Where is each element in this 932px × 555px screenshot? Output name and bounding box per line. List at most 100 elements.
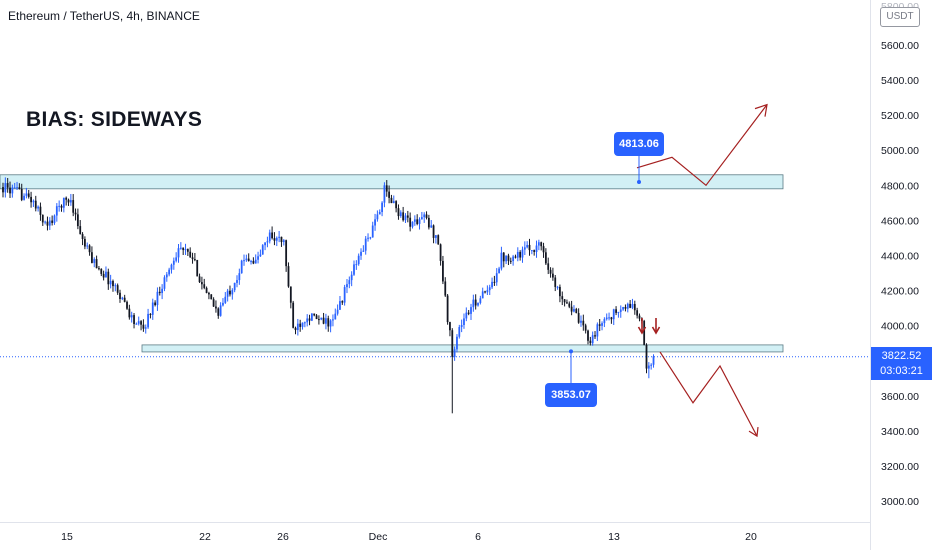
candle-body: [81, 234, 84, 239]
candle: [376, 210, 379, 222]
candle-body: [439, 244, 442, 261]
zones-layer: [0, 174, 784, 353]
candle-body: [201, 282, 203, 285]
candle-body: [556, 286, 559, 288]
lower-price-callout[interactable]: 3853.07: [545, 383, 597, 407]
candle-body: [147, 313, 149, 328]
candle-body: [601, 323, 603, 326]
candle: [458, 324, 461, 339]
candle-body: [577, 313, 580, 323]
candle-body: [299, 323, 302, 327]
candle: [23, 193, 25, 201]
candle: [236, 275, 238, 288]
candle-body: [598, 324, 601, 326]
bias-annotation[interactable]: BIAS: SIDEWAYS: [26, 108, 203, 131]
candle: [306, 314, 309, 327]
candle: [566, 299, 568, 304]
candle: [289, 286, 292, 309]
candle: [182, 247, 185, 256]
candle: [500, 246, 503, 271]
candle-countdown: 03:03:21: [880, 365, 923, 377]
candle-body: [500, 252, 503, 269]
symbol-title[interactable]: Ethereum / TetherUS, 4h, BINANCE: [8, 9, 200, 23]
candle-body: [121, 297, 124, 299]
price-tick-label: 5600.00: [881, 40, 919, 52]
candle-body: [4, 183, 7, 193]
candle-body: [11, 187, 14, 194]
candle-body: [215, 306, 217, 309]
candle: [86, 242, 89, 250]
candle: [233, 282, 236, 293]
candle-body: [322, 317, 325, 324]
candle: [442, 255, 444, 285]
candle: [456, 334, 458, 353]
candle-body: [261, 245, 264, 255]
candle: [332, 314, 334, 327]
candle-body: [278, 236, 281, 238]
candle: [215, 300, 217, 313]
price-tick-label: 5200.00: [881, 110, 919, 122]
candle-body: [474, 299, 477, 306]
candle-body: [69, 200, 72, 203]
currency-badge[interactable]: USDT: [880, 7, 920, 27]
candle: [46, 216, 49, 231]
candle-body: [287, 266, 290, 287]
candle-body: [566, 302, 568, 304]
candle: [460, 319, 463, 333]
down-arrow-head: [637, 326, 647, 335]
candle: [481, 287, 484, 299]
candle: [369, 236, 372, 240]
candle-body: [631, 303, 634, 308]
candle-body: [294, 327, 297, 331]
candle: [530, 250, 533, 255]
candle: [463, 313, 465, 329]
candle-body: [413, 219, 416, 222]
candle: [93, 257, 96, 268]
candle: [161, 284, 164, 300]
candle-body: [425, 214, 428, 218]
candle-body: [605, 317, 608, 320]
candle-body: [67, 199, 70, 203]
candle-body: [37, 206, 39, 209]
candle-body: [334, 313, 337, 320]
candle-body: [51, 220, 54, 223]
candle-body: [343, 287, 346, 303]
candle: [430, 220, 433, 229]
candle-body: [76, 214, 79, 227]
candle-body: [226, 290, 229, 297]
candle-body: [243, 260, 245, 262]
candle: [100, 268, 103, 277]
candle-body: [62, 197, 65, 208]
candle-body: [502, 252, 505, 262]
candle: [477, 302, 479, 307]
candle-body: [34, 200, 37, 209]
candle: [196, 259, 199, 277]
candle: [170, 263, 173, 274]
candle: [18, 183, 21, 190]
candle: [392, 195, 395, 204]
candle: [594, 331, 596, 339]
candle: [474, 294, 477, 310]
candle-body: [32, 200, 35, 203]
candle-body: [484, 291, 486, 293]
candle: [116, 283, 119, 295]
candle: [186, 248, 189, 256]
candle-body: [435, 235, 437, 238]
candle-body: [254, 259, 257, 264]
candle: [612, 308, 615, 326]
candle: [406, 210, 409, 223]
candle-body: [580, 320, 582, 323]
candle: [488, 284, 491, 296]
price-tick-label: 4800.00: [881, 180, 919, 192]
candle-body: [318, 319, 320, 321]
candle-body: [203, 284, 206, 288]
candle: [98, 266, 100, 271]
candle: [224, 292, 227, 304]
upper-price-callout[interactable]: 4813.06: [614, 132, 664, 156]
candle: [486, 285, 489, 295]
candle-body: [119, 292, 121, 299]
candle: [535, 240, 538, 258]
candle-body: [233, 282, 236, 291]
